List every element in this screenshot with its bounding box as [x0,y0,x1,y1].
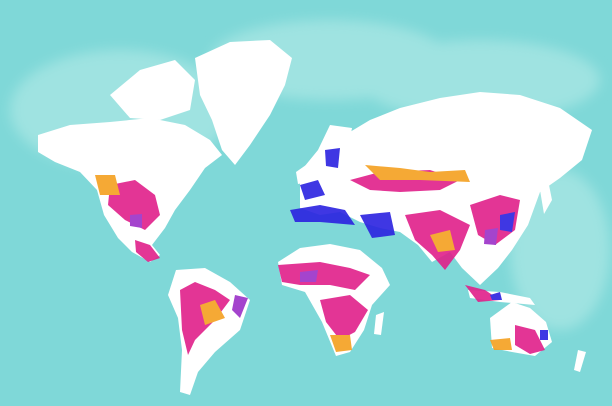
madagascar [374,312,384,335]
orange-areas [95,165,512,352]
arctic-islands [110,60,195,120]
blue-areas [290,148,548,340]
greenland [195,40,292,165]
japan [540,180,552,214]
purple-areas [130,214,498,318]
overlay [95,148,548,355]
uk [296,165,308,184]
eurasia [300,92,592,285]
new-zealand [574,350,586,372]
